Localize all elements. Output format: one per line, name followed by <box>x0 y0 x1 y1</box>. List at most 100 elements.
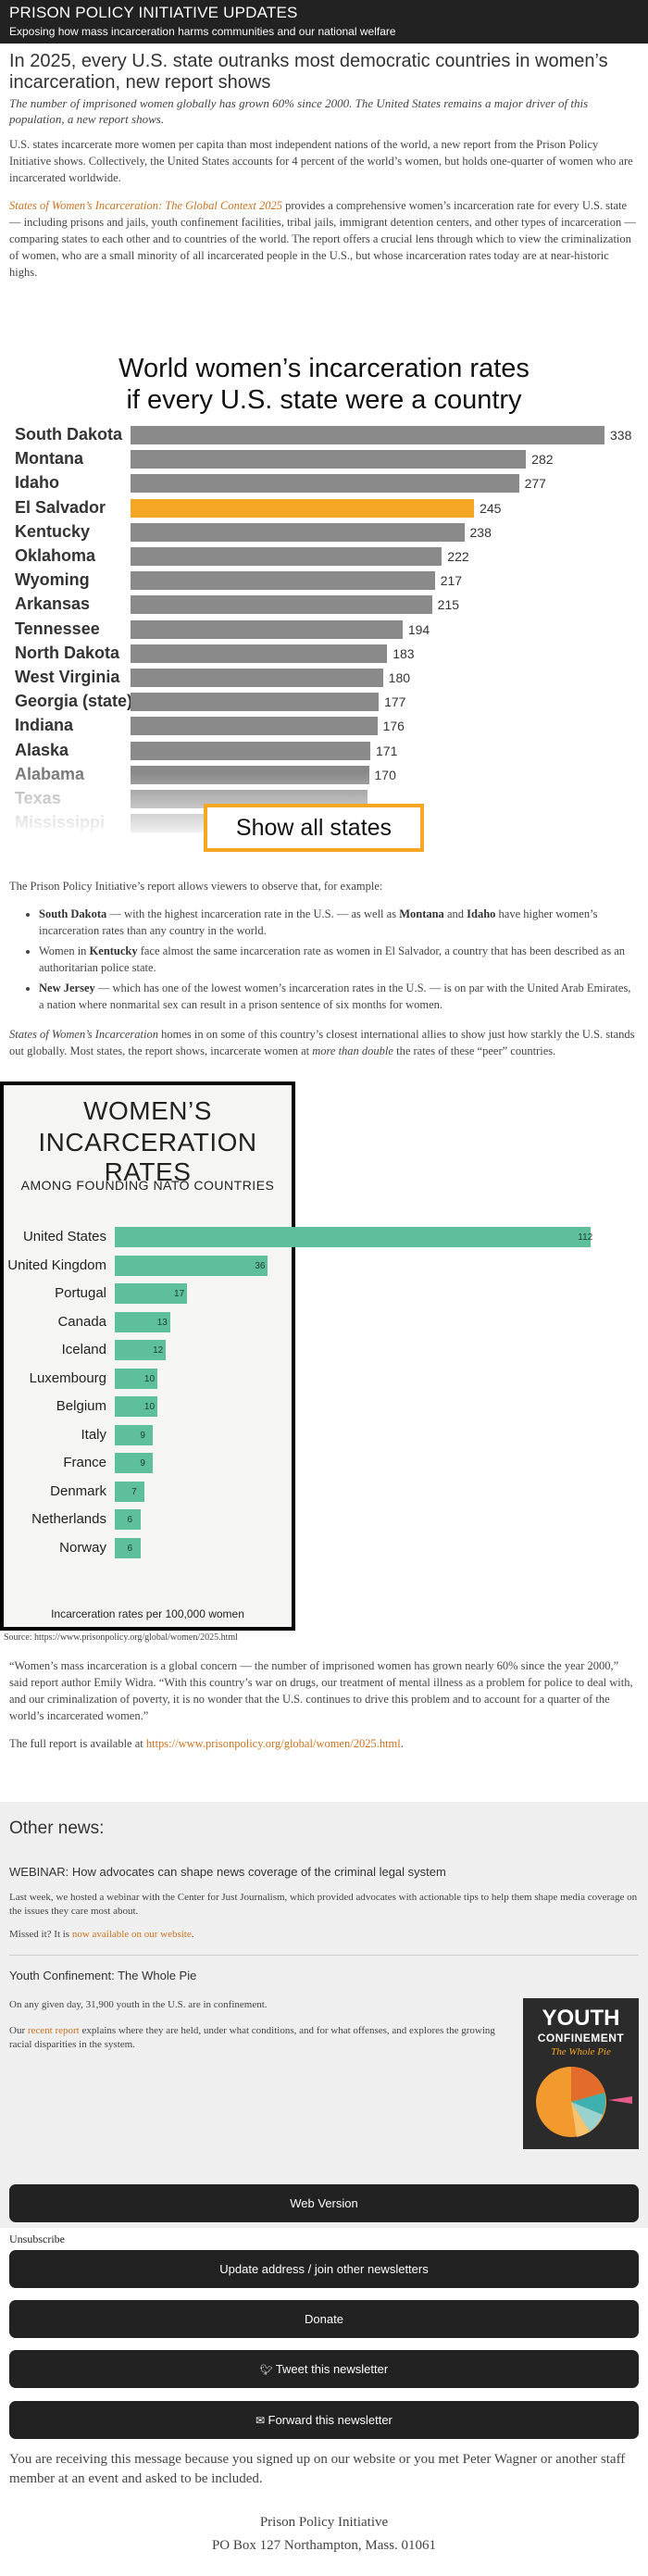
state-bar <box>131 547 442 566</box>
news-item-text: Last week, we hosted a webinar with the … <box>9 1892 638 1917</box>
full-report-line: The full report is available at https://… <box>9 1737 404 1750</box>
news-item-text: Missed it? It is now available on our we… <box>9 1929 194 1940</box>
country-label: Denmark <box>50 1482 106 1499</box>
state-label: Idaho <box>15 473 59 493</box>
nato-subtitle: AMONG FOUNDING NATO COUNTRIES <box>20 1178 275 1193</box>
country-bar <box>115 1227 592 1247</box>
country-bar <box>115 1509 141 1530</box>
state-bar <box>131 474 519 494</box>
country-label: Netherlands <box>31 1511 106 1527</box>
country-label: United Kingdom <box>7 1257 106 1273</box>
state-label: Montana <box>15 449 83 469</box>
state-bar <box>131 717 378 736</box>
cover-subtitle: The Whole Pie <box>551 2046 611 2057</box>
news-item-title: Youth Confinement: The Whole Pie <box>9 1969 197 1982</box>
org-address: PO Box 127 Northampton, Mass. 01061 <box>211 2538 437 2553</box>
other-news-heading: Other news: <box>9 1819 105 1838</box>
state-value: 282 <box>531 452 554 468</box>
update-address-button[interactable]: Update address / join other newsletters <box>9 2250 639 2288</box>
tweet-button-label: Tweet this newsletter <box>275 2362 389 2376</box>
twitter-bird-icon: 🐦︎ <box>259 2365 276 2376</box>
state-label: Tennessee <box>15 619 100 638</box>
list-item: South Dakota — with the highest incarcer… <box>39 906 639 939</box>
news-item-title: WEBINAR: How advocates can shape news co… <box>9 1865 446 1879</box>
observations-list: South Dakota — with the highest incarcer… <box>0 906 648 1013</box>
state-bar <box>131 571 435 591</box>
state-value: 217 <box>440 573 463 589</box>
pie-chart-icon <box>536 2067 632 2137</box>
state-label: Wyoming <box>15 570 90 590</box>
state-label: Indiana <box>15 716 74 735</box>
divider <box>9 1955 639 1956</box>
nato-axis-label: Incarceration rates per 100,000 women <box>51 1607 244 1620</box>
state-incarceration-chart: World women’s incarceration rates if eve… <box>0 352 648 852</box>
state-bar <box>131 693 380 712</box>
country-value: 13 <box>156 1317 168 1328</box>
country-label: Luxembourg <box>29 1369 106 1386</box>
report-link[interactable]: States of Women’s Incarceration: The Glo… <box>9 199 282 212</box>
full-report-link[interactable]: https://www.prisonpolicy.org/global/wome… <box>145 1737 401 1750</box>
country-label: Portugal <box>55 1285 106 1301</box>
state-label: Alaska <box>15 740 69 759</box>
country-bar <box>115 1368 157 1389</box>
country-label: United States <box>22 1229 106 1244</box>
state-label: South Dakota <box>15 425 123 444</box>
state-value: 194 <box>407 621 430 637</box>
youth-confinement-cover[interactable]: YOUTH CONFINEMENT The Whole Pie <box>523 1998 639 2149</box>
state-value: 222 <box>447 549 469 564</box>
state-bar <box>131 498 475 518</box>
state-label: North Dakota <box>15 643 120 662</box>
paragraph-4: States of Women’s Incarceration homes in… <box>9 1028 635 1057</box>
country-label: Italy <box>81 1426 106 1443</box>
news-item-text: On any given day, 31,900 youth in the U.… <box>9 1999 268 2010</box>
tweet-button[interactable]: 🐦︎ Tweet this newsletter <box>9 2350 639 2388</box>
country-value: 9 <box>140 1430 145 1441</box>
country-value: 17 <box>174 1289 185 1299</box>
other-news-section: Other news: WEBINAR: How advocates can s… <box>0 1802 648 2228</box>
country-bar <box>115 1396 157 1417</box>
source-note: Source: https://www.prisonpolicy.org/glo… <box>4 1632 238 1643</box>
show-all-states-button[interactable]: Show all states <box>204 804 424 852</box>
country-bar <box>115 1537 141 1558</box>
web-version-button[interactable]: Web Version <box>9 2184 639 2222</box>
article-deck: The number of imprisoned women globally … <box>9 96 589 126</box>
country-label: Iceland <box>61 1342 106 1357</box>
chart-title-line1: World women’s incarceration rates <box>118 354 530 383</box>
donate-button[interactable]: Donate <box>9 2300 639 2338</box>
country-value: 112 <box>578 1232 593 1243</box>
list-item: Women in Kentucky face almost the same i… <box>39 943 639 976</box>
webinar-link[interactable]: now available on our website <box>71 1929 192 1940</box>
state-value: 238 <box>469 524 492 540</box>
state-value: 177 <box>384 694 406 710</box>
news-item-text: Our recent report explains where they ar… <box>9 2025 495 2050</box>
state-bar <box>131 619 403 639</box>
country-value: 12 <box>153 1345 164 1356</box>
nato-title-line1: WOMEN’S <box>83 1096 212 1125</box>
state-label: West Virginia <box>15 668 120 686</box>
country-bar <box>115 1481 145 1502</box>
forward-button[interactable]: ✉︎ Forward this newsletter <box>9 2401 639 2439</box>
state-value: 215 <box>437 597 460 613</box>
state-value: 338 <box>610 428 632 443</box>
country-bar <box>115 1424 154 1445</box>
unsubscribe-link[interactable]: Unsubscribe <box>9 2232 65 2245</box>
forward-button-label: Forward this newsletter <box>268 2413 393 2427</box>
country-bar <box>115 1283 188 1304</box>
youth-report-link[interactable]: recent report <box>27 2025 80 2036</box>
state-value: 245 <box>480 500 502 516</box>
newsletter-tagline: Exposing how mass incarceration harms co… <box>9 25 396 38</box>
list-item: New Jersey — which has one of the lowest… <box>39 980 639 1013</box>
article-body-2: The Prison Policy Initiative’s report al… <box>0 878 648 1059</box>
author-quote: “Women’s mass incarceration is a global … <box>9 1659 633 1722</box>
country-value: 6 <box>127 1515 133 1525</box>
country-bar <box>115 1340 167 1360</box>
state-bar <box>131 669 383 687</box>
country-value: 10 <box>143 1402 156 1412</box>
country-label: Canada <box>57 1313 106 1330</box>
headline-block: In 2025, every U.S. state outranks most … <box>0 44 648 127</box>
country-label: Belgium <box>56 1398 106 1414</box>
nato-incarceration-chart: WOMEN’S INCARCERATION RATES AMONG FOUNDI… <box>0 1082 592 1631</box>
newsletter-title: PRISON POLICY INITIATIVE UPDATES <box>9 4 298 21</box>
org-name: Prison Policy Initiative <box>259 2515 389 2530</box>
country-value: 10 <box>143 1373 156 1384</box>
